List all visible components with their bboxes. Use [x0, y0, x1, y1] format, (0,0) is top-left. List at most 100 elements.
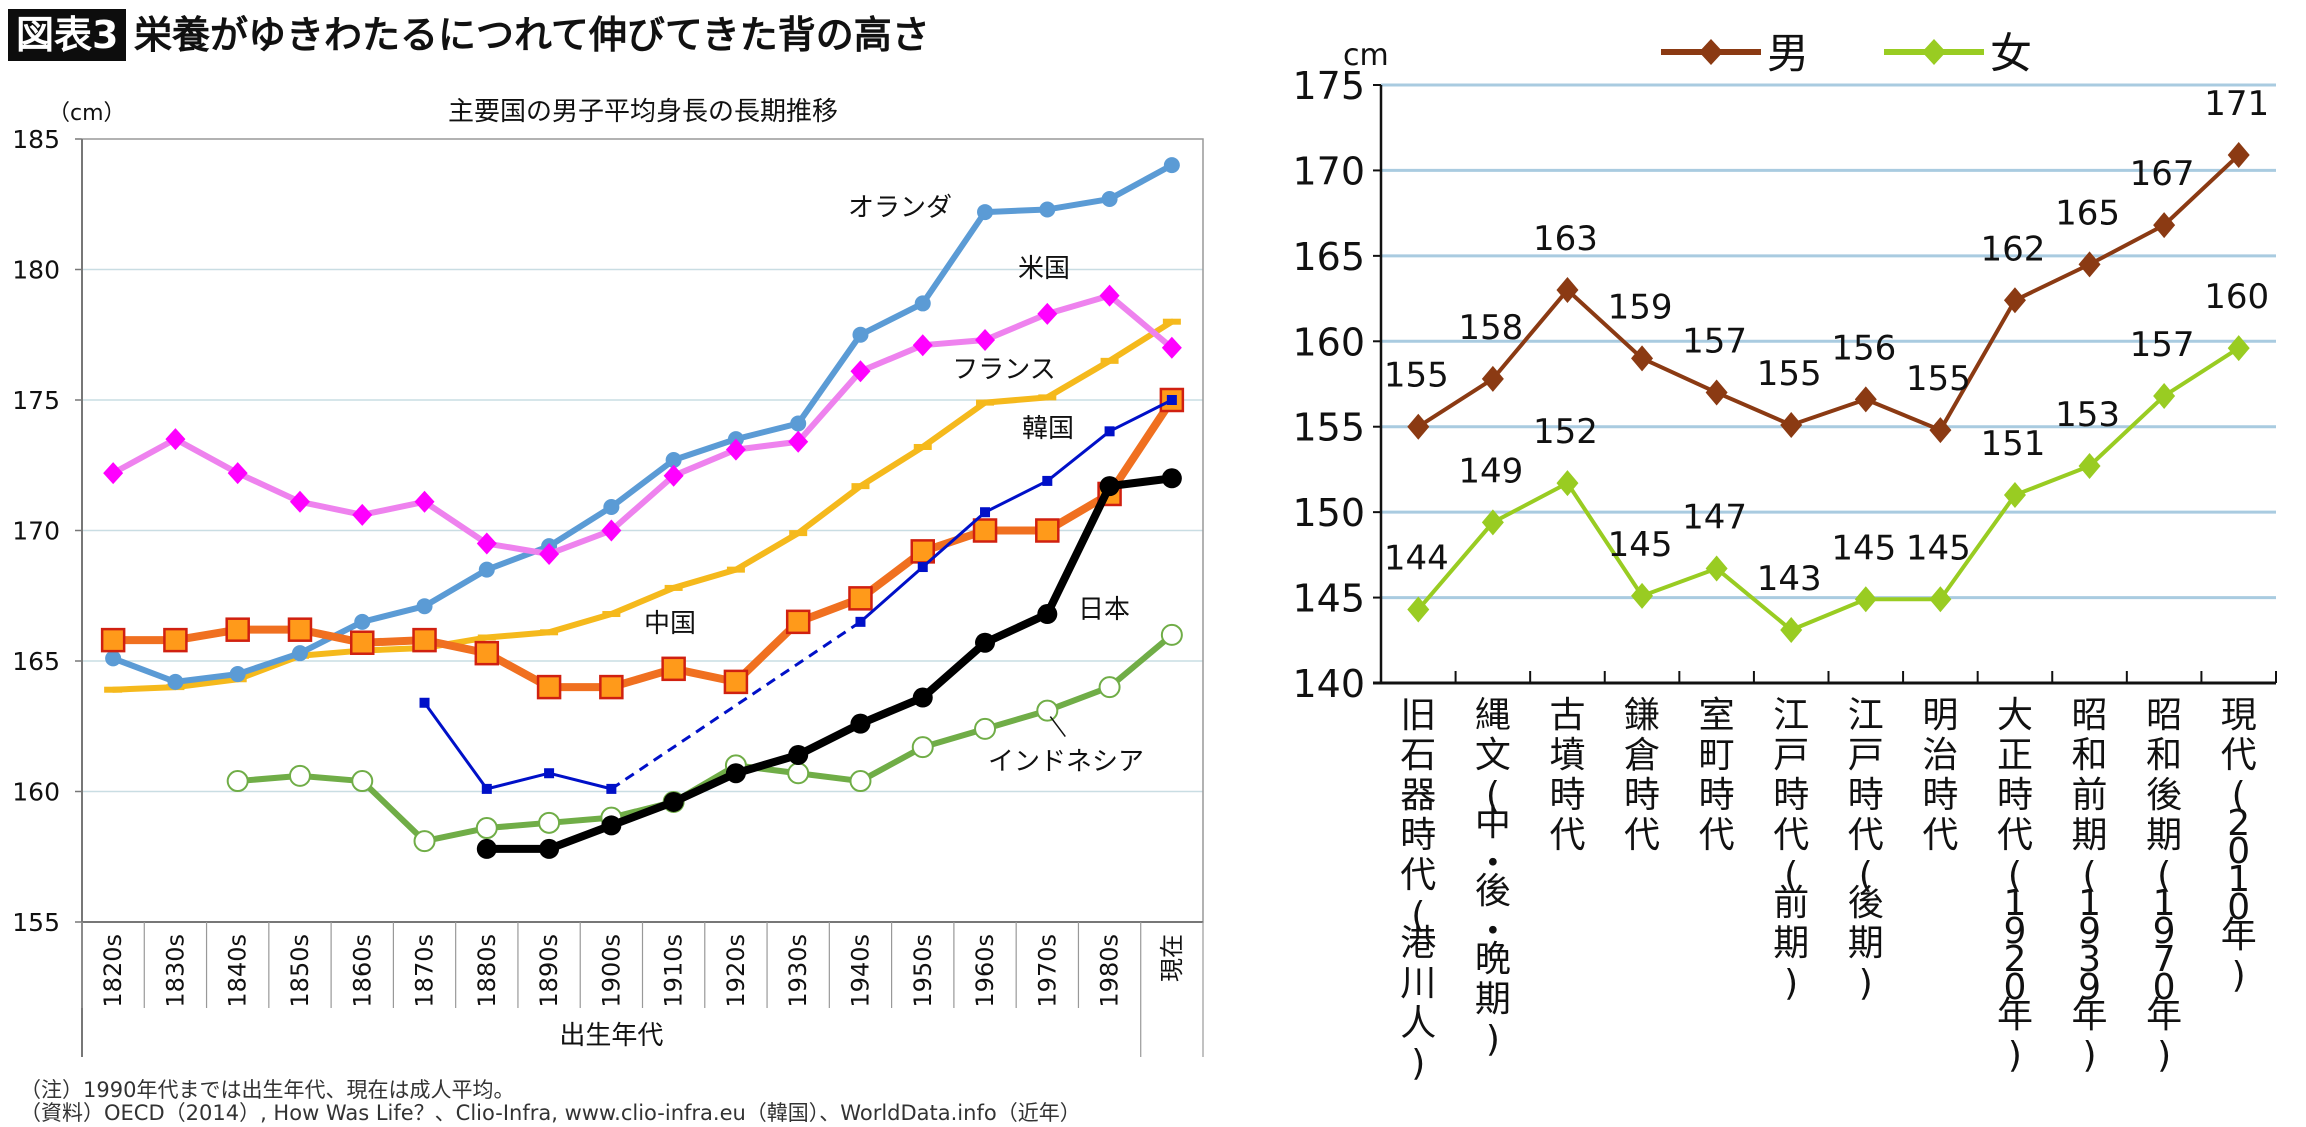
data-point	[163, 627, 188, 653]
data-point	[913, 443, 932, 450]
data-point	[974, 717, 997, 740]
x-tick-label: 1890s	[535, 934, 563, 1008]
data-point	[975, 328, 996, 351]
data-point	[663, 791, 684, 812]
data-point	[664, 584, 683, 591]
series-label: 日本	[1078, 595, 1130, 625]
chart-title: 主要国の男子平均身長の長期推移	[448, 97, 838, 127]
legend-marker-icon	[1699, 39, 1723, 65]
x-tick-label: 1940s	[846, 934, 874, 1008]
x-tick-label: 1830s	[161, 934, 189, 1008]
series-label: 韓国	[1022, 414, 1074, 444]
series-segment	[546, 611, 615, 636]
series-segment	[918, 638, 990, 702]
series-segment	[981, 610, 1052, 647]
series-segment	[669, 769, 740, 806]
data-point	[2078, 453, 2101, 480]
data-point	[1098, 676, 1121, 699]
x-tick-label: 1840s	[224, 934, 252, 1008]
data-point	[287, 617, 313, 642]
data-point	[1929, 417, 1952, 444]
data-point	[602, 611, 621, 618]
data-point	[350, 630, 375, 655]
data-point	[601, 815, 622, 836]
data-point	[977, 204, 994, 221]
series-segment	[545, 821, 616, 853]
data-point	[1163, 157, 1180, 174]
data-point	[416, 598, 433, 615]
data-point	[1042, 475, 1053, 486]
data-label: 167	[2130, 154, 2195, 194]
data-point	[539, 542, 560, 565]
data-point	[2078, 251, 2101, 278]
series-segment	[421, 566, 490, 610]
data-label: 165	[2055, 193, 2120, 233]
x-tick-label: 旧石器時代(港川人)	[1400, 695, 1436, 1084]
data-point	[1039, 201, 1056, 218]
series-segment	[608, 472, 677, 534]
data-point	[413, 830, 436, 853]
series-segment	[234, 650, 303, 678]
x-tick-label: 昭和後期(1 9 7 0 年)	[2146, 695, 2182, 1076]
series-segment	[1105, 474, 1176, 491]
footnote-note: （注）1990年代までは出生年代、現在は成人平均。	[20, 1078, 515, 1102]
data-point	[419, 697, 430, 708]
data-point	[1166, 395, 1177, 405]
data-point	[2227, 335, 2250, 362]
data-point	[972, 518, 998, 543]
y-tick-label: 155	[1292, 406, 1365, 450]
series-segment	[359, 778, 428, 845]
series-segment	[172, 436, 241, 477]
left-chart-country-heights: 主要国の男子平均身長の長期推移 （cm） 155 160 165 170 175 180 185…	[12, 97, 1204, 1057]
data-point	[606, 783, 617, 794]
y-tick-label: 165	[12, 647, 60, 676]
y-tick-label: 175	[12, 386, 60, 415]
data-point	[1407, 596, 1430, 623]
series-segment	[921, 510, 987, 569]
x-tick-label: 1970s	[1033, 934, 1061, 1008]
data-point	[788, 430, 809, 453]
data-point	[726, 566, 745, 573]
data-point	[1631, 345, 1654, 372]
series-segment	[172, 676, 241, 691]
data-label: 149	[1458, 451, 1523, 491]
x-tick-label: 1920s	[722, 934, 750, 1008]
data-point	[1037, 604, 1058, 625]
series-segment	[919, 399, 989, 450]
y-tick-label: 175	[1292, 64, 1365, 108]
x-tick-label: 1880s	[473, 934, 501, 1008]
data-label: 159	[1608, 287, 1673, 327]
y-axis-unit-label: cm	[1343, 38, 1389, 73]
data-point	[1161, 336, 1182, 359]
series-segment	[670, 436, 739, 464]
x-tick-label: 大正時代(1 9 2 0 年)	[1997, 695, 2033, 1076]
data-point	[1407, 413, 1430, 440]
data-label: 158	[1458, 308, 1523, 348]
series-segment	[732, 420, 802, 443]
data-point	[723, 669, 749, 695]
series-segment	[795, 331, 864, 427]
data-label: 151	[1981, 424, 2046, 464]
data-point	[226, 770, 249, 793]
series-segment	[421, 498, 490, 547]
x-tick-label: 1960s	[971, 934, 999, 1008]
data-point	[354, 613, 371, 630]
data-point	[478, 561, 495, 578]
y-tick-label: 185	[12, 125, 60, 154]
data-point	[1481, 509, 1504, 536]
data-point	[725, 438, 746, 461]
data-point	[291, 645, 308, 662]
x-tick-label: 室町時代	[1699, 695, 1735, 856]
data-label: 145	[1831, 528, 1896, 568]
series-segment	[483, 540, 553, 557]
series-segment	[983, 479, 1049, 514]
data-point	[1038, 394, 1057, 401]
x-tick-label: 古墳時代	[1549, 695, 1585, 856]
series-korea	[419, 395, 1177, 794]
x-tick-label: 1950s	[909, 934, 937, 1008]
series-segment	[296, 498, 366, 518]
data-point	[1556, 277, 1579, 304]
data-point	[601, 519, 622, 542]
series-label: 米国	[1018, 254, 1070, 284]
